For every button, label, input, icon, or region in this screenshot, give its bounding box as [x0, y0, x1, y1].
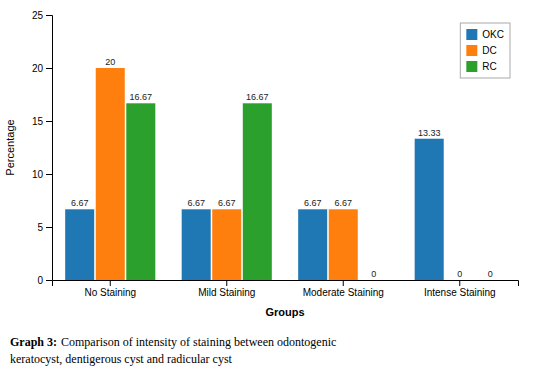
caption-text: keratocyst, dentigerous cyst and radicul… [10, 352, 233, 366]
data-label: 6.67 [71, 198, 89, 208]
bar-series [126, 103, 272, 280]
x-tick-mark [343, 280, 344, 286]
x-tick-label: Intense Staining [424, 287, 496, 298]
legend-label: RC [482, 61, 496, 72]
bar [126, 103, 155, 280]
data-label: 16.67 [130, 92, 153, 102]
y-axis-line [46, 16, 53, 281]
y-tick-label: 20 [32, 63, 44, 74]
legend-item: RC [466, 61, 496, 72]
data-label: 16.67 [246, 92, 269, 102]
bar [182, 209, 211, 280]
data-label: 6.67 [218, 198, 236, 208]
bar [445, 280, 474, 281]
y-tick: 10 [32, 169, 52, 180]
y-tick-mark [46, 174, 52, 175]
y-tick-label: 10 [32, 169, 44, 180]
x-tick: Moderate Staining [303, 280, 384, 298]
y-tick-label: 25 [32, 10, 44, 21]
y-tick: 15 [32, 116, 52, 127]
x-tick-label: Mild Staining [198, 287, 255, 298]
y-axis: 0 5 10 15 20 25 [32, 10, 53, 286]
y-tick-mark [46, 227, 52, 228]
legend-label: DC [482, 45, 496, 56]
data-label: 20 [105, 57, 115, 67]
legend: OKC DC RC [460, 23, 510, 78]
data-label: 0 [457, 269, 462, 279]
legend-swatch [466, 29, 477, 40]
x-tick: No Staining [84, 280, 136, 298]
bar [415, 139, 444, 280]
x-tick: Mild Staining [198, 280, 255, 298]
caption: Graph 3: Comparison of intensity of stain… [10, 335, 336, 349]
x-tick-mark [226, 280, 227, 286]
bar [212, 209, 241, 280]
y-tick: 25 [32, 10, 52, 21]
y-tick-mark [46, 15, 52, 16]
x-tick-mark [459, 280, 460, 286]
bar [359, 280, 388, 281]
data-label: 13.33 [418, 128, 441, 138]
x-tick-label: Moderate Staining [303, 287, 384, 298]
data-label: 0 [371, 269, 376, 279]
y-tick-mark [46, 280, 52, 281]
x-axis-title: Groups [265, 306, 304, 318]
data-label: 0 [488, 269, 493, 279]
y-tick-mark [46, 121, 52, 122]
legend-item: DC [466, 45, 496, 56]
bar [96, 68, 125, 280]
y-tick: 0 [37, 275, 52, 286]
x-axis: No Staining Mild Staining Moderate Stainin… [53, 280, 519, 298]
y-tick-label: 0 [37, 275, 43, 286]
legend-frame [460, 23, 510, 78]
bar [329, 209, 358, 280]
y-tick-mark [46, 68, 52, 69]
bar-series [96, 68, 358, 280]
y-tick: 20 [32, 63, 52, 74]
bar [476, 280, 505, 281]
x-tick: Intense Staining [424, 280, 496, 298]
x-tick-label: No Staining [84, 287, 136, 298]
y-tick-label: 15 [32, 116, 44, 127]
bar [65, 209, 94, 280]
y-tick: 5 [37, 222, 52, 233]
data-label: 6.67 [304, 198, 322, 208]
bar [243, 103, 272, 280]
legend-swatch [466, 61, 477, 72]
legend-swatch [466, 45, 477, 56]
chart: 6.676.676.6713.33206.676.67016.6716.6700… [0, 0, 533, 386]
data-label: 6.67 [187, 198, 205, 208]
y-axis-title: Percentage [4, 119, 16, 175]
bars [65, 68, 444, 280]
caption-label: Graph 3: [10, 335, 57, 349]
caption-text: Comparison of intensity of staining betw… [61, 335, 336, 349]
bar [298, 209, 327, 280]
x-axis-line [53, 281, 519, 287]
data-labels: 6.67 6.67 6.67 13.33 20 6.67 6.67 0 16.67 16.67 0 0 [71, 57, 493, 279]
legend-item: OKC [466, 29, 504, 40]
plot: 6.676.676.6713.33206.676.67016.6716.6700… [32, 10, 519, 298]
y-tick-label: 5 [37, 222, 43, 233]
data-label: 6.67 [334, 198, 352, 208]
legend-label: OKC [482, 29, 504, 40]
x-tick-mark [110, 280, 111, 286]
